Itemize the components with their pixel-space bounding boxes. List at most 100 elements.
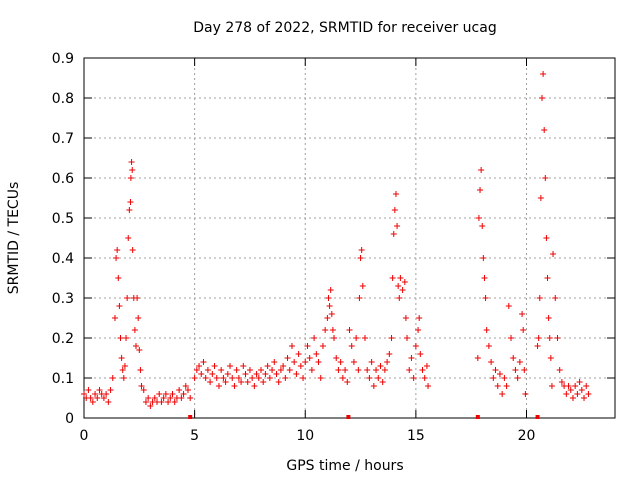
data-point [399, 287, 406, 293]
data-point [131, 327, 138, 333]
data-point [547, 355, 554, 361]
data-point [129, 167, 136, 173]
data-point [151, 395, 158, 401]
data-point [496, 371, 503, 377]
data-point [576, 379, 583, 385]
data-point [297, 363, 304, 369]
data-point [563, 391, 570, 397]
data-point [167, 395, 174, 401]
data-point [373, 367, 380, 373]
data-point [391, 207, 398, 213]
data-point [478, 167, 485, 173]
data-point [542, 175, 549, 181]
data-point [113, 255, 120, 261]
data-point [209, 371, 216, 377]
data-point [522, 391, 529, 397]
data-point [558, 379, 565, 385]
data-point [333, 355, 340, 361]
data-point [534, 343, 541, 349]
data-point [508, 335, 515, 341]
data-point [348, 343, 355, 349]
data-point [119, 367, 126, 373]
data-point [344, 379, 351, 385]
data-point [128, 159, 135, 165]
data-point [322, 327, 329, 333]
data-point [550, 251, 557, 257]
data-point [520, 327, 527, 333]
data-point [514, 375, 521, 381]
data-point [147, 403, 154, 409]
data-point [317, 375, 324, 381]
data-point [136, 347, 143, 353]
data-point [266, 375, 273, 381]
data-point [390, 231, 397, 237]
data-point [386, 351, 393, 357]
x-tick-label: 0 [80, 428, 89, 444]
data-point [552, 295, 559, 301]
data-point [107, 387, 114, 393]
data-point [115, 275, 122, 281]
baseline-marker [346, 415, 351, 419]
data-point [567, 387, 574, 393]
data-point [417, 351, 424, 357]
data-point [423, 363, 430, 369]
data-point [481, 275, 488, 281]
data-point [158, 399, 165, 405]
data-point [404, 335, 411, 341]
data-point [171, 399, 178, 405]
data-point [191, 375, 198, 381]
data-point [379, 379, 386, 385]
data-point [556, 367, 563, 373]
data-point [397, 275, 404, 281]
data-point [264, 363, 271, 369]
data-point [392, 191, 399, 197]
data-point [109, 375, 116, 381]
y-tick-label: 0.7 [52, 131, 74, 147]
y-axis-label: SRMTID / TECUs [6, 182, 22, 295]
data-point [293, 371, 300, 377]
data-point [271, 359, 278, 365]
data-point [121, 363, 128, 369]
data-point [224, 371, 231, 377]
y-tick-label: 0.8 [52, 91, 74, 107]
data-point [304, 343, 311, 349]
y-tick-label: 0.2 [52, 331, 74, 347]
data-point [81, 391, 87, 397]
data-point [169, 391, 176, 397]
data-point [184, 387, 191, 393]
data-point [134, 295, 141, 301]
plot-frame [83, 57, 616, 419]
data-point [176, 387, 183, 393]
data-point [260, 379, 267, 385]
baseline-marker [535, 415, 540, 419]
data-point [200, 359, 207, 365]
data-point [137, 367, 144, 373]
data-point [479, 223, 486, 229]
data-point [291, 359, 298, 365]
data-point [361, 335, 368, 341]
data-point [419, 367, 426, 373]
data-point [396, 295, 403, 301]
axis-ticks: 0 0.1 0.2 0.3 0.4 0.5 0.6 0.7 0.8 0.9 0 5 10 15 20 [52, 51, 615, 444]
data-point [395, 283, 402, 289]
data-point [541, 127, 548, 133]
data-point [578, 387, 585, 393]
data-point [554, 335, 561, 341]
data-point [328, 311, 335, 317]
data-point [370, 383, 377, 389]
data-point [490, 375, 497, 381]
data-point [249, 375, 256, 381]
data-point [585, 391, 592, 397]
data-point [269, 367, 276, 373]
data-point [364, 367, 371, 373]
data-point [499, 391, 506, 397]
data-point [546, 335, 553, 341]
data-point [503, 383, 510, 389]
data-point [202, 375, 209, 381]
data-point [196, 363, 203, 369]
data-point [512, 367, 519, 373]
data-point [488, 359, 495, 365]
data-point [233, 367, 240, 373]
data-point [207, 379, 214, 385]
data-point [105, 399, 112, 405]
